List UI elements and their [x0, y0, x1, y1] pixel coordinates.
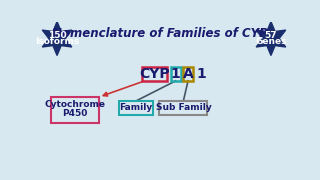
Polygon shape — [42, 22, 72, 55]
Text: Nomenclature of Families of CYP: Nomenclature of Families of CYP — [52, 27, 268, 40]
Text: Sub Family: Sub Family — [156, 103, 211, 112]
Text: 1: 1 — [171, 67, 180, 81]
Text: 150: 150 — [48, 31, 66, 40]
Polygon shape — [256, 22, 286, 55]
Text: Isoforms: Isoforms — [35, 37, 79, 46]
Text: Cytochrome: Cytochrome — [44, 100, 105, 109]
Text: 1: 1 — [196, 67, 206, 81]
Text: A: A — [183, 67, 193, 81]
Text: 57: 57 — [265, 31, 277, 40]
Text: Family: Family — [119, 103, 153, 112]
Text: CYP: CYP — [140, 67, 170, 81]
Text: Genes: Genes — [255, 37, 287, 46]
Text: P450: P450 — [62, 109, 88, 118]
